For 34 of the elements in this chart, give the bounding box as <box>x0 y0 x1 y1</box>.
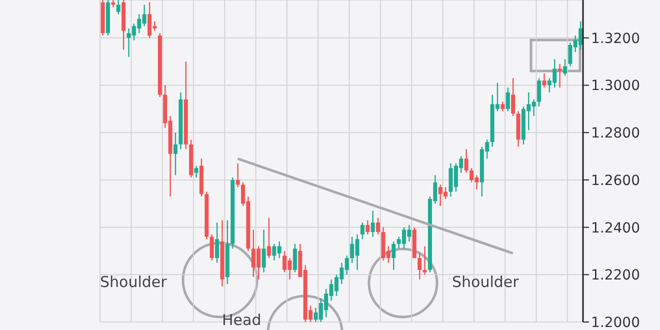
candlestick <box>262 229 266 273</box>
candlestick <box>558 63 562 88</box>
candlestick <box>116 0 120 15</box>
candlestick <box>194 165 198 178</box>
candlestick <box>418 252 422 280</box>
candlestick <box>542 72 546 88</box>
annotation: Shoulder <box>100 273 167 291</box>
candlestick <box>370 210 375 238</box>
candlestick <box>506 87 510 112</box>
candlestick <box>500 101 505 112</box>
candlestick <box>366 220 370 235</box>
candlestick <box>464 148 468 174</box>
candlestick <box>537 78 542 108</box>
candlestick <box>360 222 364 240</box>
candlestick <box>210 234 214 262</box>
candlestick <box>215 222 220 264</box>
candlestick <box>236 162 240 188</box>
y-tick-label: 1.2600 <box>591 172 640 189</box>
candlestick <box>392 240 396 271</box>
annotation: Head <box>222 311 262 329</box>
candlestick <box>376 217 380 235</box>
y-tick-label: 1.3000 <box>591 78 640 94</box>
y-tick-label: 1.2200 <box>591 268 640 284</box>
candlestick <box>266 217 271 259</box>
y-tick-label: 1.2000 <box>591 314 640 330</box>
candlestick <box>422 246 427 276</box>
y-tick-label: 1.2400 <box>591 220 640 236</box>
candlestick <box>511 78 516 117</box>
candlestick <box>563 58 568 76</box>
y-tick-label: 1.2800 <box>591 126 640 142</box>
y-tick-label: 1.3200 <box>591 30 640 47</box>
annotation: Shoulder <box>452 273 519 291</box>
candlestick <box>292 243 297 273</box>
candlestick <box>173 132 178 176</box>
